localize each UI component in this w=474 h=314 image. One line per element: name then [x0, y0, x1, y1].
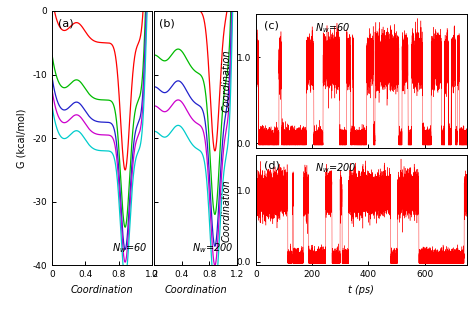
Text: (b): (b)	[159, 19, 175, 29]
Text: (d): (d)	[264, 161, 280, 171]
X-axis label: t (ps): t (ps)	[348, 285, 374, 295]
Y-axis label: Coordination: Coordination	[221, 50, 231, 112]
Text: $N_w$=60: $N_w$=60	[112, 241, 148, 255]
X-axis label: Coordination: Coordination	[164, 285, 227, 295]
Text: (a): (a)	[58, 19, 74, 29]
Y-axis label: Coordination: Coordination	[221, 179, 231, 242]
X-axis label: Coordination: Coordination	[71, 285, 133, 295]
Text: $N_w$=200: $N_w$=200	[192, 241, 234, 255]
Text: $N_w$=60: $N_w$=60	[315, 21, 350, 35]
Text: $N_w$=200: $N_w$=200	[315, 161, 356, 175]
Y-axis label: G (kcal/mol): G (kcal/mol)	[17, 108, 27, 168]
Text: (c): (c)	[264, 21, 279, 31]
